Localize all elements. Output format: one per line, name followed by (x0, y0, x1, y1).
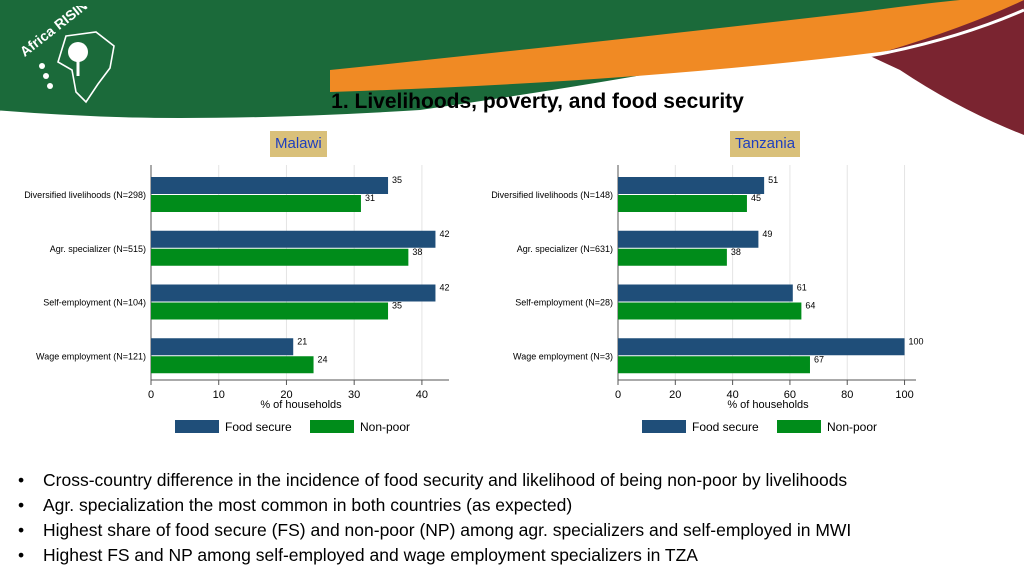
data-label: 21 (297, 336, 307, 346)
data-label: 31 (365, 193, 375, 203)
x-tick-label: 20 (669, 389, 681, 401)
bullet-item: Highest FS and NP among self-employed an… (18, 543, 851, 568)
bar-food-secure (618, 177, 765, 194)
banner-divider-line (0, 8, 1024, 122)
legend-swatch (777, 420, 821, 433)
data-label: 100 (909, 336, 924, 346)
x-tick-label: 0 (615, 389, 621, 401)
bar-non-poor (618, 248, 727, 266)
legend-label: Food secure (692, 420, 759, 434)
bar-non-poor (618, 195, 747, 212)
bullet-item: Cross-country difference in the incidenc… (18, 468, 851, 493)
bar-non-poor (151, 248, 409, 266)
bar-non-poor (151, 302, 389, 320)
legend-swatch (310, 420, 354, 433)
tanzania-bar-chart: 0 20 40 60 80 100 % of households Diversified l… (491, 165, 924, 434)
data-label: 35 (392, 175, 402, 185)
x-tick-label: 80 (841, 389, 853, 401)
category-label: Diversified livelihoods (N=148) (491, 190, 613, 200)
bar-non-poor (618, 302, 802, 320)
bar-food-secure (151, 338, 294, 356)
data-label: 45 (751, 193, 761, 203)
legend-label: Non-poor (827, 420, 877, 434)
data-label: 64 (805, 301, 815, 311)
bar-food-secure (618, 338, 905, 356)
banner-maroon-band (870, 0, 1024, 135)
bar-food-secure (151, 177, 389, 194)
bar-non-poor (151, 195, 361, 212)
legend-label: Non-poor (360, 420, 410, 434)
x-tick-label: 60 (784, 389, 796, 401)
data-label: 67 (814, 354, 824, 364)
category-label: Wage employment (N=3) (513, 351, 613, 361)
malawi-bar-chart: 0 10 20 30 40 % of households Diversified live… (24, 165, 449, 434)
category-label: Diversified livelihoods (N=298) (24, 190, 146, 200)
bar-food-secure (151, 230, 436, 248)
x-tick-label: 30 (348, 389, 360, 401)
country-label-tanzania: Tanzania (730, 131, 801, 157)
x-tick-label: 40 (726, 389, 738, 401)
banner-orange-band (330, 0, 1024, 92)
x-tick-label: 40 (416, 389, 428, 401)
data-label: 38 (731, 247, 741, 257)
legend-swatch (175, 420, 219, 433)
data-label: 42 (439, 283, 449, 293)
data-label: 49 (762, 229, 772, 239)
data-label: 61 (797, 283, 807, 293)
category-label: Self-employment (N=104) (43, 298, 146, 308)
x-tick-label: 100 (895, 389, 913, 401)
bullet-item: Agr. specialization the most common in b… (18, 493, 851, 518)
x-tick-label: 0 (148, 389, 154, 401)
africa-rising-logo: Africa RISING (17, 6, 115, 104)
category-label: Agr. specializer (N=515) (50, 244, 146, 254)
category-label: Agr. specializer (N=631) (517, 244, 613, 254)
bar-non-poor (618, 356, 810, 374)
bar-non-poor (151, 356, 314, 374)
bar-food-secure (151, 284, 436, 302)
category-label: Self-employment (N=28) (515, 298, 613, 308)
x-tick-label: 10 (213, 389, 225, 401)
bullet-item: Highest share of food secure (FS) and no… (18, 518, 851, 543)
country-label-malawi: Malawi (270, 131, 327, 157)
data-label: 51 (768, 175, 778, 185)
findings-bullet-list: Cross-country difference in the incidenc… (18, 468, 851, 568)
bar-food-secure (618, 284, 793, 302)
x-axis-title: % of households (260, 399, 342, 411)
data-label: 35 (392, 301, 402, 311)
page-title: 1. Livelihoods, poverty, and food securi… (331, 90, 744, 113)
category-label: Wage employment (N=121) (36, 351, 146, 361)
data-label: 38 (412, 247, 422, 257)
bar-food-secure (618, 230, 759, 248)
legend-label: Food secure (225, 420, 292, 434)
legend-swatch (642, 420, 686, 433)
x-tick-label: 20 (280, 389, 292, 401)
data-label: 42 (439, 229, 449, 239)
x-axis-title: % of households (727, 399, 809, 411)
data-label: 24 (318, 354, 328, 364)
header-banner (0, 0, 1024, 135)
